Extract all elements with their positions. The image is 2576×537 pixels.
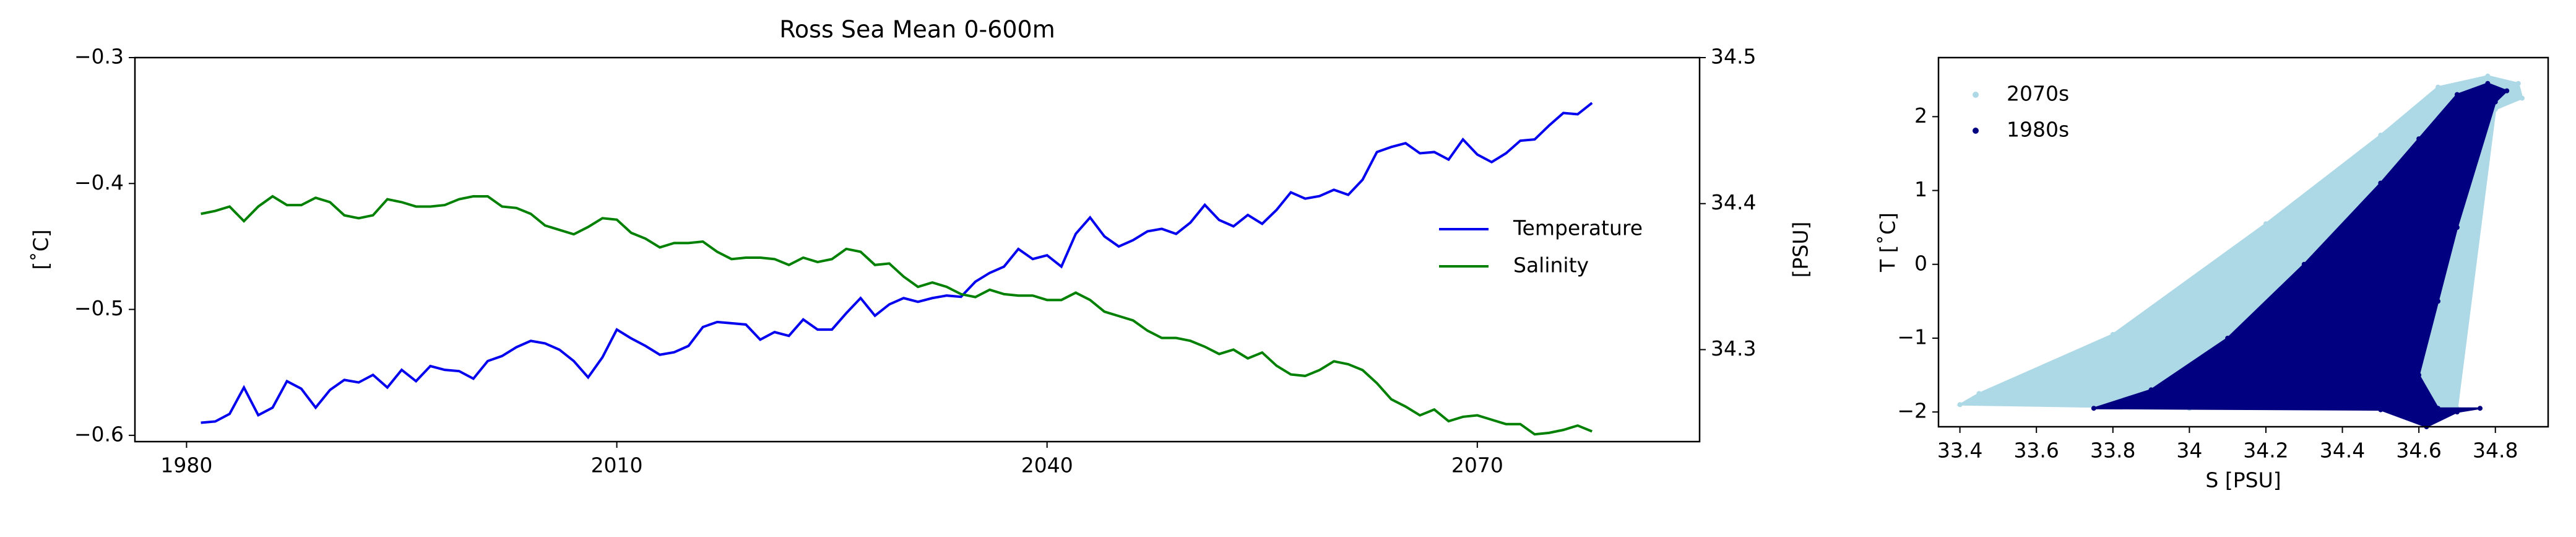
legend-label: 1980s — [2007, 118, 2069, 142]
y-tick-label: −0.4 — [74, 170, 124, 194]
x-tick-label: 2070 — [1451, 453, 1503, 478]
legend-swatch — [1973, 128, 1979, 134]
scatter-point — [2263, 221, 2268, 227]
y-tick-label: −2 — [1897, 399, 1927, 423]
x-tick-label: 1980 — [160, 453, 212, 478]
scatter-point — [1976, 391, 1982, 396]
y2-tick-label: 34.5 — [1711, 45, 1756, 69]
scatter-point — [2519, 95, 2525, 101]
x-tick-label: 33.4 — [1937, 439, 1982, 463]
x-tick-label: 33.6 — [2013, 439, 2059, 463]
x-tick-label: 34 — [2176, 439, 2202, 463]
y-tick-label: 1 — [1914, 177, 1927, 201]
legend-label: Temperature — [1513, 216, 1643, 240]
scatter-point — [2378, 180, 2384, 186]
y-tick-label: −1 — [1897, 325, 1927, 349]
scatter-point — [2436, 84, 2441, 90]
plot-frame — [1937, 56, 2549, 428]
scatter-point — [2091, 406, 2096, 411]
scatter-point — [2515, 81, 2521, 86]
line-series — [201, 194, 1593, 436]
y-tick-label: −0.5 — [74, 296, 124, 320]
x-tick-label: 34.4 — [2320, 439, 2365, 463]
x-tick-label: 34.2 — [2243, 439, 2288, 463]
scatter-point — [2485, 81, 2491, 86]
x-tick-label: 33.8 — [2090, 439, 2135, 463]
y-tick-label: −0.6 — [74, 422, 124, 446]
x-axis-label: S [PSU] — [2205, 468, 2281, 492]
scatter-point — [2478, 406, 2483, 411]
y2-axis-label: [PSU] — [1789, 222, 1813, 278]
chart-title: Ross Sea Mean 0-600m — [779, 16, 1055, 43]
y-tick-label: 2 — [1914, 103, 1927, 128]
x-tick-label: 34.8 — [2473, 439, 2518, 463]
x-tick-label: 2010 — [591, 453, 643, 478]
y2-tick-label: 34.3 — [1711, 336, 1756, 360]
scatter-point — [2301, 261, 2307, 267]
scatter-point — [1957, 402, 1963, 408]
scatter-point — [2378, 133, 2384, 138]
scatter-point — [2492, 99, 2498, 105]
scatter-point — [2436, 406, 2441, 411]
x-tick-label: 2040 — [1021, 453, 1073, 478]
legend-swatch — [1973, 92, 1979, 98]
scatter-point — [2454, 92, 2460, 97]
scatter-point — [2225, 335, 2231, 341]
scatter-point — [2454, 409, 2460, 415]
y-tick-label: 0 — [1914, 251, 1927, 275]
legend-label: 2070s — [2007, 82, 2069, 106]
y-tick-label: −0.3 — [74, 45, 124, 69]
scatter-point — [2416, 136, 2422, 142]
scatter-point — [2416, 372, 2422, 378]
scatter-point — [2436, 299, 2441, 304]
line-series — [201, 102, 1593, 424]
scatter-point — [2148, 387, 2154, 393]
plot-frame — [134, 56, 1701, 443]
y-axis-label: [˚C] — [29, 229, 53, 269]
y-axis-label: T [˚C] — [1876, 212, 1900, 273]
scatter-point — [2504, 88, 2510, 94]
scatter-point — [2485, 73, 2491, 79]
x-tick-label: 34.6 — [2396, 439, 2441, 463]
scatter-point — [2454, 225, 2460, 230]
legend-label: Salinity — [1513, 253, 1589, 277]
scatter-point — [2110, 332, 2116, 337]
y2-tick-label: 34.4 — [1711, 190, 1756, 214]
scatter-point — [2378, 407, 2384, 413]
